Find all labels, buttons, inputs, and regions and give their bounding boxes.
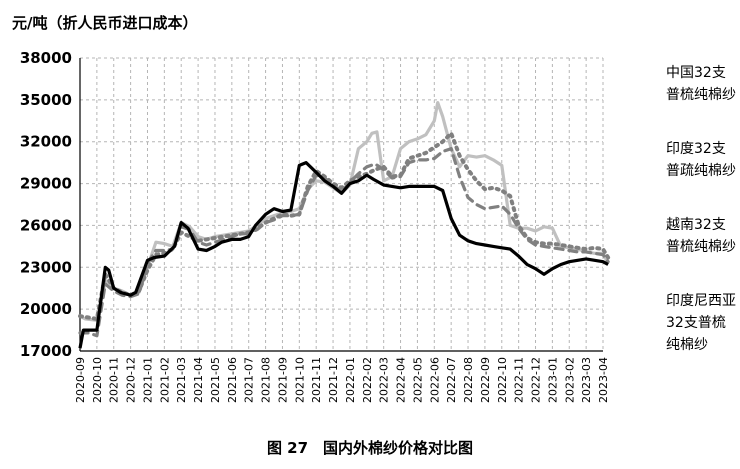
x-tick-label: 2023-02 — [563, 357, 576, 403]
legend-item-china: 中国32支普梳纯棉纱 — [606, 62, 740, 138]
chart-legend: 中国32支普梳纯棉纱 印度32支普疏纯棉纱 越南32支普梳纯棉纱 印度尼西亚32… — [606, 62, 740, 366]
x-tick-label: 2021-04 — [192, 357, 205, 403]
y-tick-label: 35000 — [20, 91, 72, 109]
x-tick-label: 2021-05 — [209, 357, 222, 403]
legend-label-indonesia: 印度尼西亚32支普梳纯棉纱 — [666, 293, 736, 353]
x-tick-label: 2022-04 — [395, 357, 408, 403]
figure-caption: 图 27 国内外棉纱价格对比图 — [266, 439, 474, 457]
x-tick-label: 2020-12 — [125, 357, 138, 403]
x-tick-label: 2022-08 — [462, 357, 475, 403]
y-tick-label: 20000 — [20, 300, 72, 318]
chart-series — [78, 100, 611, 349]
legend-label-vietnam: 越南32支普梳纯棉纱 — [666, 217, 736, 255]
x-tick-label: 2022-03 — [378, 357, 391, 403]
legend-label-india: 印度32支普疏纯棉纱 — [666, 141, 736, 179]
series-line-0 — [78, 161, 609, 349]
x-tick-label: 2022-12 — [530, 357, 543, 403]
y-tick-label: 29000 — [20, 175, 72, 193]
x-tick-label: 2021-03 — [175, 357, 188, 403]
x-tick-label: 2020-10 — [91, 357, 104, 403]
x-tick-label: 2021-12 — [327, 357, 340, 403]
x-tick-label: 2022-06 — [428, 357, 441, 403]
x-tick-label: 2022-11 — [513, 357, 526, 403]
x-tick-label: 2023-01 — [546, 357, 559, 403]
legend-item-vietnam: 越南32支普梳纯棉纱 — [606, 214, 740, 290]
series-line-3 — [78, 131, 611, 321]
x-tick-label: 2022-07 — [445, 357, 458, 403]
y-axis-ticks: 17000 20000 23000 26000 29000 32000 35000 38000 — [20, 49, 72, 360]
chart-axes — [79, 58, 603, 352]
legend-label-china: 中国32支普梳纯棉纱 — [666, 65, 736, 103]
series-line-1 — [79, 100, 610, 322]
x-tick-label: 2021-02 — [158, 357, 171, 403]
x-tick-label: 2021-11 — [310, 357, 323, 403]
legend-item-indonesia: 印度尼西亚32支普梳纯棉纱 — [606, 290, 740, 366]
y-tick-label: 23000 — [20, 258, 72, 276]
legend-item-india: 印度32支普疏纯棉纱 — [606, 138, 740, 214]
x-axis-ticks: 2020-09 2020-10 2020-11 2020-12 2021-01 2021-… — [74, 357, 610, 403]
y-axis-unit-label: 元/吨（折人民币进口成本） — [12, 14, 198, 32]
chart-grid — [79, 57, 604, 352]
y-tick-label: 26000 — [20, 216, 72, 234]
x-tick-label: 2022-01 — [344, 357, 357, 403]
y-tick-label: 17000 — [20, 342, 72, 360]
x-tick-label: 2023-03 — [580, 357, 593, 403]
x-tick-label: 2021-06 — [226, 357, 239, 403]
x-tick-label: 2021-08 — [260, 357, 273, 403]
x-tick-label: 2022-10 — [496, 357, 509, 403]
x-tick-label: 2021-09 — [276, 357, 289, 403]
x-tick-label: 2020-11 — [108, 357, 121, 403]
x-tick-label: 2021-07 — [243, 357, 256, 403]
x-tick-label: 2020-09 — [74, 357, 87, 403]
x-tick-label: 2021-01 — [141, 357, 154, 403]
x-tick-label: 2022-09 — [479, 357, 492, 403]
x-tick-label: 2022-05 — [411, 357, 424, 403]
x-tick-label: 2023-04 — [597, 357, 610, 403]
x-tick-label: 2022-02 — [361, 357, 374, 403]
y-tick-label: 38000 — [20, 49, 72, 67]
y-tick-label: 32000 — [20, 133, 72, 151]
x-tick-label: 2021-10 — [293, 357, 306, 403]
